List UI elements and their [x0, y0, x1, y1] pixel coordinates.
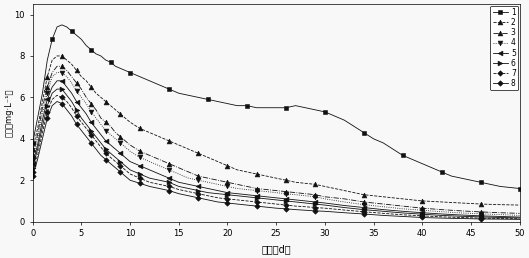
6	[112, 156, 118, 159]
6	[263, 197, 270, 200]
4	[112, 137, 118, 140]
6	[88, 129, 94, 132]
5	[54, 79, 60, 82]
2	[293, 181, 299, 184]
3	[497, 211, 503, 214]
5	[516, 215, 523, 219]
4	[263, 190, 270, 193]
3	[30, 154, 36, 157]
8	[497, 217, 503, 221]
7	[30, 170, 36, 173]
8	[263, 206, 270, 209]
2	[88, 85, 94, 88]
1	[93, 52, 99, 55]
5	[497, 215, 503, 218]
4	[30, 158, 36, 161]
7	[54, 94, 60, 97]
2	[263, 174, 270, 178]
7	[293, 205, 299, 208]
2	[112, 108, 118, 111]
3	[88, 102, 94, 105]
8	[30, 174, 36, 178]
7	[107, 156, 114, 159]
6	[54, 87, 60, 91]
1	[293, 104, 299, 107]
2	[497, 203, 503, 206]
4	[497, 213, 503, 216]
6	[107, 152, 114, 155]
Line: 1: 1	[30, 22, 522, 191]
Line: 6: 6	[30, 87, 522, 220]
6	[30, 166, 36, 169]
3	[112, 131, 118, 134]
7	[112, 160, 118, 163]
Line: 4: 4	[30, 70, 522, 218]
4	[54, 71, 60, 74]
1	[30, 141, 36, 144]
8	[54, 100, 60, 103]
2	[54, 54, 60, 58]
3	[54, 65, 60, 68]
6	[516, 216, 523, 220]
4	[88, 110, 94, 114]
1	[516, 187, 523, 190]
8	[293, 208, 299, 211]
2	[107, 104, 114, 107]
7	[88, 133, 94, 136]
5	[112, 148, 118, 151]
Legend: 1, 2, 3, 4, 5, 6, 7, 8: 1, 2, 3, 4, 5, 6, 7, 8	[490, 6, 518, 90]
3	[293, 191, 299, 194]
1	[147, 79, 153, 82]
3	[516, 212, 523, 215]
1	[253, 106, 260, 109]
8	[88, 141, 94, 144]
Y-axis label: 浓度（mg·L⁻¹）: 浓度（mg·L⁻¹）	[4, 89, 13, 137]
2	[30, 148, 36, 151]
7	[497, 217, 503, 220]
5	[107, 143, 114, 147]
7	[516, 217, 523, 220]
Line: 7: 7	[31, 93, 522, 221]
3	[263, 188, 270, 191]
Line: 2: 2	[30, 53, 522, 207]
4	[107, 133, 114, 136]
8	[112, 166, 118, 169]
5	[293, 198, 299, 201]
6	[293, 200, 299, 204]
1	[59, 23, 65, 26]
Line: 5: 5	[30, 78, 522, 220]
4	[293, 193, 299, 196]
7	[263, 201, 270, 205]
3	[107, 125, 114, 128]
Line: 3: 3	[30, 64, 522, 216]
5	[30, 162, 36, 165]
8	[107, 162, 114, 165]
5	[263, 195, 270, 198]
8	[516, 218, 523, 221]
1	[448, 174, 454, 178]
Line: 8: 8	[31, 100, 522, 221]
4	[516, 214, 523, 217]
5	[88, 121, 94, 124]
X-axis label: 时间（d）: 时间（d）	[261, 244, 291, 254]
2	[516, 204, 523, 207]
1	[103, 59, 109, 62]
6	[497, 216, 503, 219]
